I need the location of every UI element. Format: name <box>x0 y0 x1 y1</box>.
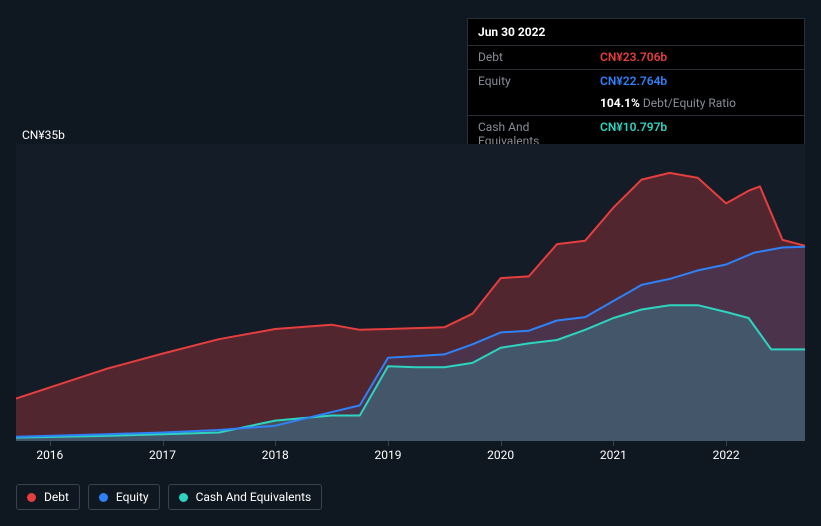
tooltip-value: CN¥23.706b <box>590 46 677 68</box>
legend-label: Cash And Equivalents <box>196 490 312 504</box>
tooltip-row: EquityCN¥22.764b <box>468 70 804 92</box>
tooltip-row: DebtCN¥23.706b <box>468 46 804 69</box>
x-tick-label: 2016 <box>36 448 63 462</box>
tooltip-date: Jun 30 2022 <box>468 19 804 46</box>
x-axis: 2016 2017 2018 2019 2020 2021 2022 <box>16 448 805 468</box>
legend: Debt Equity Cash And Equivalents <box>16 484 322 510</box>
legend-swatch-icon <box>179 493 188 502</box>
x-tick-mark <box>50 441 51 446</box>
x-tick-label: 2021 <box>600 448 627 462</box>
tooltip-ratio-value: 104.1% <box>600 96 640 110</box>
tooltip-value: CN¥22.764b <box>590 70 677 92</box>
x-tick-mark <box>275 441 276 446</box>
x-tick-mark <box>163 441 164 446</box>
x-tick-mark <box>501 441 502 446</box>
y-axis-label-max: CN¥35b <box>22 128 65 142</box>
legend-item-equity[interactable]: Equity <box>88 484 160 510</box>
legend-item-cash[interactable]: Cash And Equivalents <box>168 484 323 510</box>
x-tick-label: 2019 <box>374 448 401 462</box>
x-tick-label: 2022 <box>713 448 740 462</box>
tooltip-ratio-label: Debt/Equity Ratio <box>643 96 736 110</box>
x-tick-mark <box>388 441 389 446</box>
legend-label: Debt <box>44 490 69 504</box>
tooltip-ratio-spacer <box>468 92 590 114</box>
tooltip-ratio: 104.1% Debt/Equity Ratio <box>590 92 746 114</box>
x-tick-mark <box>613 441 614 446</box>
legend-label: Equity <box>116 490 149 504</box>
x-tick-label: 2018 <box>262 448 289 462</box>
chart-plot-area[interactable] <box>16 144 805 441</box>
tooltip-row-ratio: 104.1% Debt/Equity Ratio <box>468 92 804 115</box>
tooltip-label: Debt <box>468 46 590 68</box>
tooltip-panel: Jun 30 2022 DebtCN¥23.706bEquityCN¥22.76… <box>467 18 805 153</box>
tooltip-label: Equity <box>468 70 590 92</box>
x-tick-label: 2020 <box>487 448 514 462</box>
legend-swatch-icon <box>99 493 108 502</box>
chart-container: Jun 30 2022 DebtCN¥23.706bEquityCN¥22.76… <box>0 0 821 526</box>
legend-item-debt[interactable]: Debt <box>16 484 80 510</box>
x-tick-mark <box>726 441 727 446</box>
legend-swatch-icon <box>27 493 36 502</box>
chart-svg <box>16 144 805 441</box>
x-tick-label: 2017 <box>149 448 176 462</box>
